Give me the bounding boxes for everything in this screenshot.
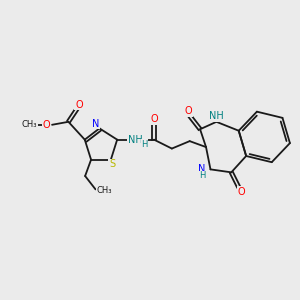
Text: N: N (199, 164, 206, 174)
Text: NH: NH (128, 135, 143, 145)
Text: O: O (43, 120, 50, 130)
Text: N: N (92, 118, 100, 129)
Text: S: S (109, 159, 116, 170)
Text: O: O (75, 100, 82, 110)
Text: H: H (141, 140, 148, 148)
Text: CH₃: CH₃ (21, 120, 37, 129)
Text: NH: NH (209, 111, 224, 121)
Text: O: O (238, 187, 245, 197)
Text: O: O (150, 114, 158, 124)
Text: H: H (199, 171, 206, 180)
Text: CH₃: CH₃ (97, 186, 112, 195)
Text: O: O (184, 106, 192, 116)
